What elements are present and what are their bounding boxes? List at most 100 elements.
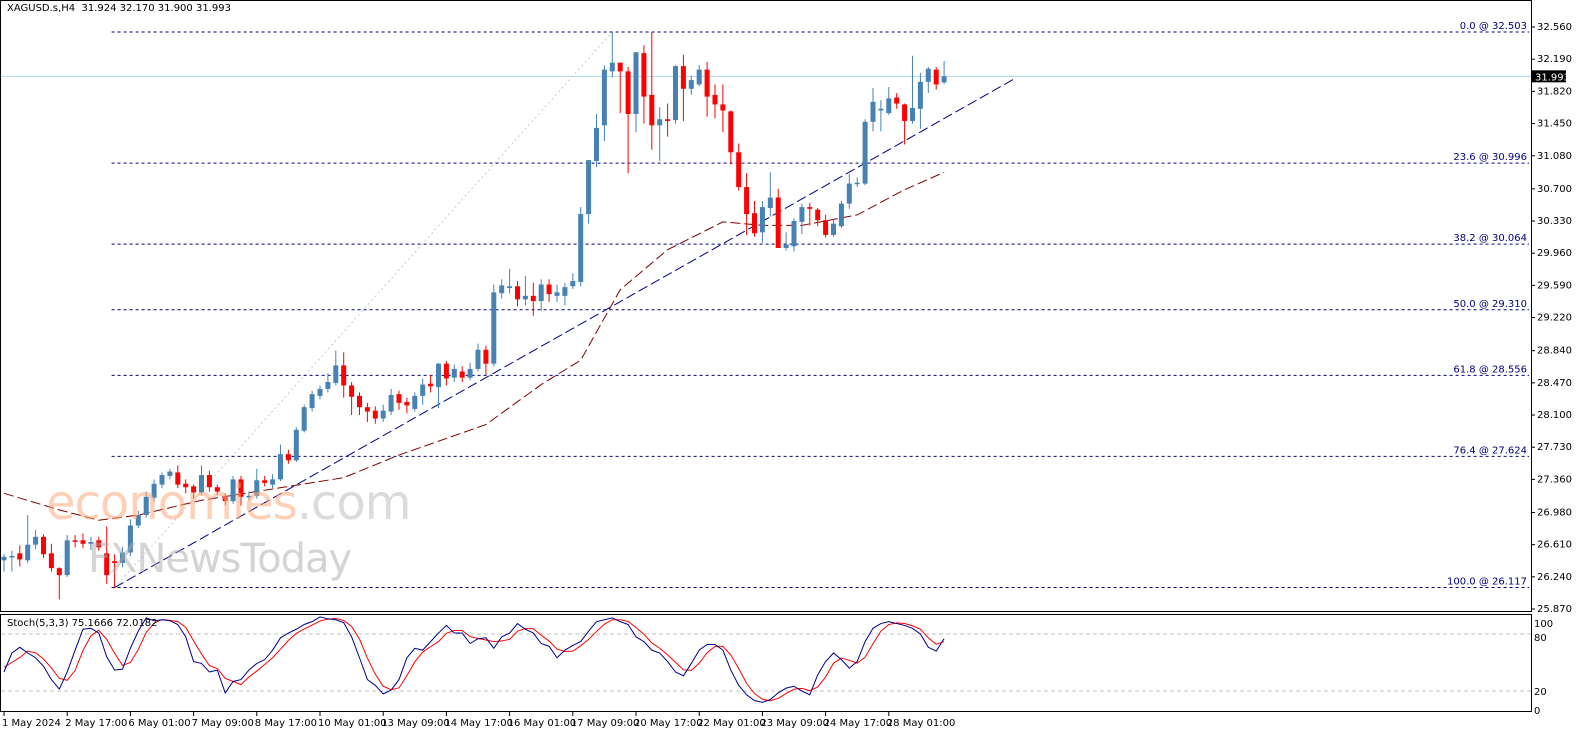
stochastic-tick-label: 100 [1534, 619, 1553, 630]
candle [673, 65, 678, 124]
price-tick-label: 32.560 [1537, 22, 1572, 33]
candle-body [56, 568, 62, 576]
candle [609, 31, 615, 78]
candle-body [641, 53, 647, 97]
candle [823, 214, 829, 238]
candle [728, 110, 734, 165]
candle-body [475, 349, 481, 369]
candle [878, 100, 884, 132]
time-label: 14 May 17:00 [444, 718, 513, 729]
candle-body [191, 486, 197, 493]
time-label: 8 May 17:00 [255, 718, 317, 729]
candle [159, 472, 165, 489]
candle-body [554, 292, 560, 296]
candle-body [649, 94, 655, 126]
candle-body [586, 160, 592, 215]
fibonacci-level-label: 38.2 @ 30.064 [1453, 233, 1527, 244]
candle-body [151, 483, 157, 498]
chart-header: XAGUSD.s,H4 31.924 32.170 31.900 31.993 [7, 3, 231, 14]
candle-body [831, 223, 836, 235]
watermark-secondary: FXNewsToday [88, 536, 352, 582]
candle [712, 84, 718, 119]
candle-body [546, 284, 552, 295]
candle [815, 207, 821, 227]
candle [127, 519, 133, 556]
candle [625, 67, 631, 174]
candle-body [293, 429, 299, 461]
candle-body [767, 197, 773, 208]
price-tick-label: 27.730 [1537, 442, 1572, 453]
fibonacci-level-label: 23.6 @ 30.996 [1453, 152, 1527, 163]
candle-body [815, 209, 821, 221]
candle [17, 545, 23, 567]
candle-body [578, 214, 584, 282]
candle [617, 62, 623, 114]
candle-body [17, 553, 23, 560]
candle [775, 188, 781, 248]
candle-body [712, 94, 718, 105]
candle [744, 173, 750, 235]
price-tick-label: 28.470 [1537, 378, 1572, 389]
candle-body [507, 286, 513, 288]
candle-body [530, 295, 536, 302]
candle-body [1, 556, 7, 561]
price-tick-label: 28.100 [1537, 410, 1572, 421]
candle [736, 143, 742, 191]
candle [33, 529, 39, 549]
candle-body [728, 111, 734, 153]
current-price-label: 31.993 [1535, 72, 1570, 83]
candle [459, 366, 465, 382]
candle-body [917, 81, 923, 109]
candle [120, 547, 125, 568]
candle [657, 107, 663, 161]
candle [451, 364, 457, 382]
candle [443, 361, 449, 386]
candle [238, 475, 244, 506]
time-label: 22 May 01:00 [697, 718, 766, 729]
candle [886, 87, 892, 115]
candle [183, 479, 189, 494]
candle [546, 279, 552, 302]
candle [222, 493, 228, 506]
candle [436, 362, 441, 409]
candle-body [175, 472, 181, 485]
candle-body [459, 371, 465, 378]
candle-body [862, 121, 868, 184]
stochastic-tick-label: 0 [1534, 706, 1540, 717]
candle [752, 201, 757, 237]
candle [48, 543, 54, 572]
candle-body [262, 480, 268, 483]
candle-body [206, 475, 212, 488]
candle-body [570, 281, 576, 287]
candle-body [451, 368, 457, 378]
candle [380, 404, 386, 422]
candle [412, 392, 418, 412]
candle [720, 84, 726, 133]
candle-body [254, 480, 260, 496]
candle-body [199, 475, 204, 493]
candle [507, 268, 513, 294]
candle [278, 444, 283, 482]
candle [230, 475, 236, 504]
candle-body [96, 540, 102, 548]
candle [831, 219, 836, 237]
candle [491, 284, 497, 367]
watermark-logo: economies.com [46, 476, 411, 530]
candle [902, 103, 908, 145]
price-tick-label: 30.330 [1537, 216, 1572, 227]
candle-body [349, 385, 355, 397]
candle-body [601, 69, 607, 126]
candle [799, 203, 805, 235]
candle [112, 554, 118, 588]
candle-body [807, 207, 813, 209]
candle [515, 281, 520, 307]
candle-body [159, 475, 165, 485]
candle-body [823, 220, 829, 235]
candle-body [609, 62, 615, 72]
candle [262, 475, 268, 487]
candle [475, 343, 481, 372]
time-label: 16 May 01:00 [508, 718, 577, 729]
candle [135, 510, 141, 529]
candle [56, 567, 62, 600]
